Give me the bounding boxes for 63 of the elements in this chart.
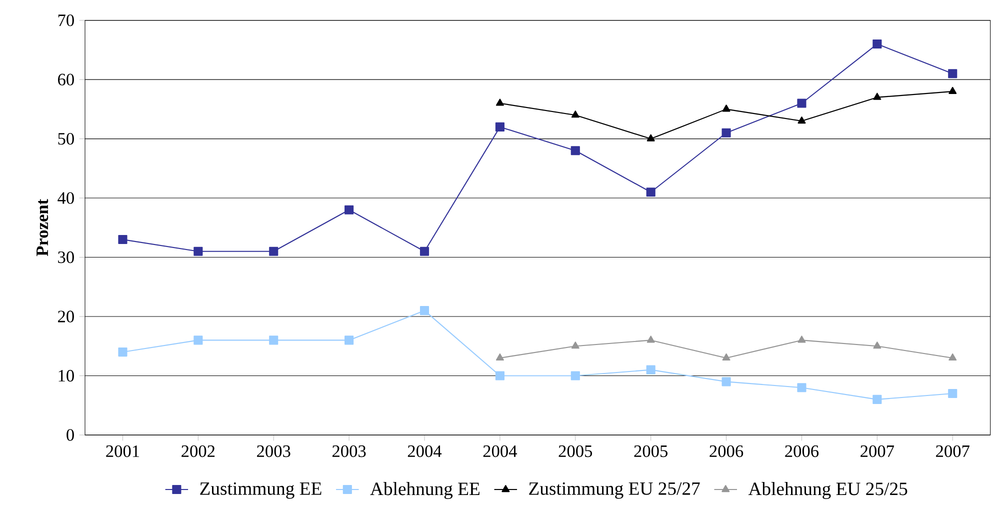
point: [269, 246, 278, 256]
point: [570, 146, 580, 156]
point: [118, 234, 128, 244]
point: [948, 353, 957, 361]
point: [872, 394, 882, 404]
y-tick-label: 30: [58, 251, 74, 264]
x-tick-label: 2005: [558, 445, 592, 458]
x-tick-label: 2004: [408, 445, 442, 458]
y-tick-label: 40: [58, 192, 74, 204]
x-tick-label: 2006: [785, 445, 819, 458]
point: [722, 128, 731, 138]
point: [948, 69, 958, 78]
legend-label: Ablehnung EU 25/25: [748, 482, 908, 500]
point: [118, 348, 128, 357]
point: [722, 377, 731, 386]
legend-label: Zustimmung EU 25/27: [529, 482, 700, 499]
x-tick-label: 2007: [860, 445, 894, 458]
point: [646, 134, 655, 142]
y-tick-label: 0: [66, 429, 74, 441]
y-axis-title: Prozent: [36, 199, 48, 256]
point: [948, 86, 957, 94]
point: [798, 116, 806, 124]
point: [496, 353, 504, 361]
x-tick-label: 2004: [483, 445, 518, 458]
legend-label: Zustimmung EE: [200, 482, 322, 499]
point: [344, 336, 354, 345]
x-tick-label: 2001: [106, 445, 140, 458]
point: [873, 342, 882, 349]
point: [571, 110, 580, 118]
point: [495, 371, 504, 380]
point: [496, 98, 504, 106]
point: [646, 188, 656, 197]
y-tick-label: 70: [58, 14, 74, 26]
point: [269, 336, 278, 345]
point: [797, 98, 806, 108]
legend-label: Ablehnung EE: [370, 482, 480, 500]
y-tick-label: 20: [58, 310, 74, 322]
y-tick-label: 10: [58, 370, 74, 382]
x-tick-label: 2002: [182, 445, 215, 458]
point: [420, 306, 430, 316]
point: [797, 383, 806, 392]
x-tick-label: 2007: [936, 445, 970, 458]
point: [872, 39, 882, 49]
point: [344, 205, 354, 214]
point: [571, 342, 580, 349]
point: [194, 246, 203, 256]
x-tick-label: 2005: [634, 445, 668, 458]
x-tick-label: 2003: [332, 445, 366, 458]
y-tick-label: 50: [58, 132, 74, 145]
point: [722, 353, 730, 361]
point: [570, 371, 580, 380]
x-tick-label: 2006: [710, 445, 744, 458]
point: [722, 104, 730, 112]
point: [948, 388, 958, 398]
y-tick-label: 60: [58, 74, 74, 86]
point: [646, 365, 656, 374]
point: [194, 336, 203, 345]
point: [420, 246, 430, 256]
point: [646, 336, 655, 343]
point: [873, 92, 882, 100]
point: [495, 122, 504, 132]
point: [798, 336, 806, 343]
x-tick-label: 2003: [257, 445, 290, 458]
